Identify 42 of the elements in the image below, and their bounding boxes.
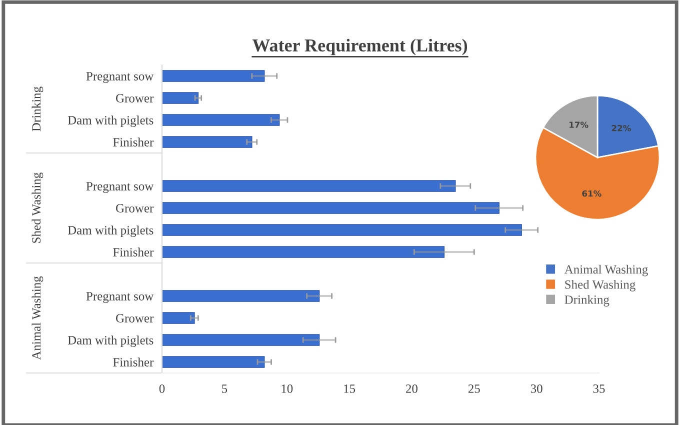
data-label: 61%	[582, 190, 602, 197]
y-tick-label: Pregnant sow	[86, 292, 154, 304]
y-tick-label: Dam with piglets	[68, 336, 154, 348]
legend-label: Shed Washing	[565, 280, 636, 292]
bar	[162, 356, 265, 368]
x-tick-label: 15	[344, 384, 356, 393]
legend-label: Animal Washing	[564, 264, 648, 276]
y-tick-label: Pregnant sow	[86, 72, 154, 84]
y-tick-label: Grower	[116, 204, 154, 212]
bar	[162, 312, 195, 324]
y-tick-label: Dam with piglets	[68, 226, 154, 238]
text: Animal Washing	[32, 276, 44, 360]
y-tick-label: Finisher	[113, 358, 154, 366]
x-tick-label: 5	[222, 384, 228, 393]
chart-title: Water Requirement (Litres)	[252, 38, 468, 56]
x-tick-label: 20	[406, 384, 418, 393]
y-tick-label: Finisher	[113, 248, 154, 256]
x-tick-label: 0	[159, 384, 165, 393]
x-tick-label: 30	[530, 384, 542, 393]
bar	[162, 114, 280, 126]
y-tick-label: Dam with piglets	[68, 116, 154, 128]
data-label: 17%	[570, 122, 588, 128]
bar	[162, 70, 265, 82]
bar	[162, 202, 500, 214]
data-label: 22%	[612, 124, 631, 132]
text: Shed Washing	[32, 172, 44, 243]
bar	[162, 180, 456, 192]
x-tick-label: 10	[282, 384, 293, 393]
y-tick-label: Pregnant sow	[86, 182, 154, 194]
text: Drinking	[32, 86, 44, 132]
bar	[162, 224, 522, 236]
y-tick-label: Finisher	[113, 138, 154, 146]
y-tick-label: Grower	[116, 314, 154, 322]
y-tick-label: Grower	[116, 94, 154, 102]
bar	[162, 92, 199, 104]
legend-label: Drinking	[564, 295, 610, 306]
x-tick-label: 35	[593, 384, 605, 393]
bar	[162, 136, 252, 148]
x-tick-label: 25	[468, 384, 480, 393]
bar	[162, 290, 320, 302]
bar	[162, 246, 445, 258]
bar	[162, 334, 320, 346]
